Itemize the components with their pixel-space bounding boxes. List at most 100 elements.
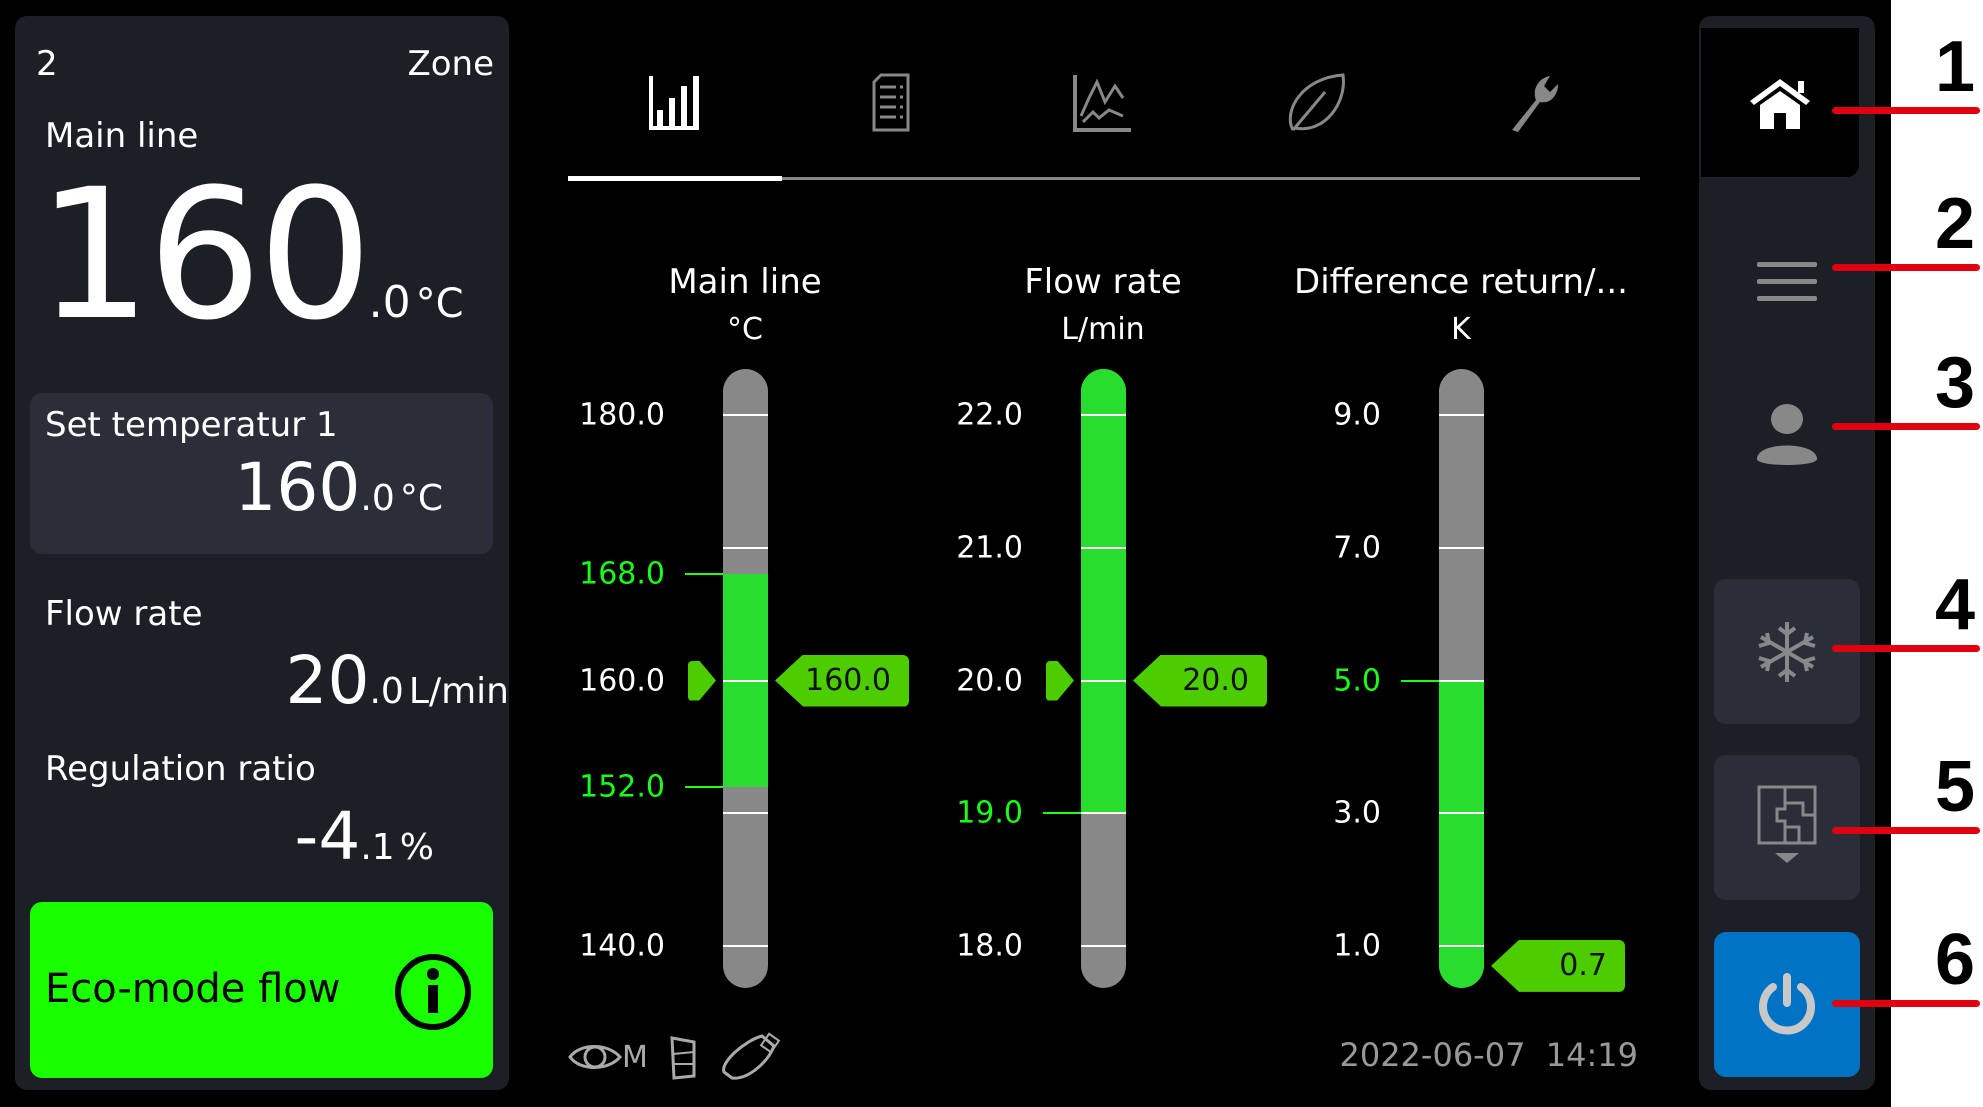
- sidebar-item-home[interactable]: [1701, 28, 1859, 177]
- callout-number: 3: [1934, 343, 1976, 423]
- callout-line: [1832, 1000, 1980, 1007]
- callout-number: 4: [1934, 565, 1976, 645]
- gauge-tick-label: 3.0: [1333, 795, 1381, 831]
- gauge-title: Main line: [668, 262, 822, 302]
- flow-diagram-button[interactable]: [1714, 755, 1860, 900]
- tab-trend[interactable]: [1067, 72, 1137, 136]
- gauge-tick-label: 1.0: [1333, 928, 1381, 964]
- gauge-tick: [723, 679, 768, 682]
- gauge-bar[interactable]: [723, 369, 768, 988]
- sidebar-item-user[interactable]: [1730, 394, 1844, 474]
- zone-number: 2: [36, 44, 58, 84]
- document-list-icon: [872, 73, 910, 132]
- status-icons: M: [568, 1032, 784, 1082]
- callout-number: 1: [1934, 27, 1976, 107]
- zone-label: Zone: [407, 44, 494, 84]
- gauge-tick: [1439, 945, 1484, 947]
- home-icon: [1750, 78, 1810, 129]
- gauge-tick-label: 5.0: [1333, 663, 1381, 698]
- set-temperature-value: 160.0 °C: [234, 449, 443, 526]
- sidebar: [1699, 16, 1875, 1090]
- callout-line: [1832, 107, 1980, 114]
- gauge-bar[interactable]: [1439, 369, 1484, 988]
- date-time: 2022-06-07 14:19: [1339, 1036, 1638, 1074]
- tab-underline: [568, 177, 1640, 180]
- gauge-tick: [1439, 414, 1484, 416]
- callout-number: 2: [1934, 184, 1976, 264]
- callout-line: [1832, 827, 1980, 834]
- limit-line: [685, 785, 723, 788]
- gauge-tick: [723, 812, 768, 815]
- gauge-tick: [1439, 812, 1484, 815]
- set-temperature-label: Set temperatur 1: [45, 405, 338, 445]
- setpoint-marker: [1046, 660, 1074, 701]
- tab-document[interactable]: [854, 72, 924, 136]
- gauge-tick: [1081, 812, 1126, 815]
- user-icon: [1757, 404, 1817, 465]
- setpoint-marker: [688, 660, 716, 701]
- gauge-tick: [723, 546, 768, 549]
- regulation-ratio-value: -4.1 %: [294, 798, 434, 875]
- gauge-tick-label: 18.0: [956, 928, 1023, 964]
- gauge-tick-label: 168.0: [579, 556, 665, 592]
- gauge-tick-label: 7.0: [1333, 530, 1381, 566]
- gauge-bar[interactable]: [1081, 369, 1126, 988]
- leaf-icon: [1288, 73, 1345, 131]
- gauge-tick: [723, 945, 768, 947]
- callout-line: [1832, 645, 1980, 652]
- current-value-badge: 20.0: [1133, 654, 1267, 707]
- limit-line: [1401, 679, 1439, 682]
- gauge-tick: [1081, 679, 1126, 682]
- gauge-unit: K: [1451, 312, 1471, 347]
- callout-line: [1832, 423, 1980, 430]
- gauge-title: Flow rate: [1024, 262, 1182, 302]
- limit-line: [685, 573, 723, 576]
- flow-rate-label: Flow rate: [45, 594, 203, 634]
- gauge-ok-band: [1081, 369, 1126, 814]
- callout-number: 6: [1934, 920, 1976, 1000]
- gauge-tick-label: 9.0: [1333, 397, 1381, 433]
- annotation-margin: [1891, 0, 1983, 1107]
- gauge-tick-label: 21.0: [956, 530, 1023, 566]
- regulation-ratio-label: Regulation ratio: [45, 749, 316, 789]
- gauge-title: Difference return/...: [1294, 262, 1628, 302]
- gauge-unit: L/min: [1061, 312, 1145, 347]
- date: 2022-06-07: [1339, 1036, 1526, 1074]
- sidebar-item-menu[interactable]: [1730, 242, 1844, 322]
- memory-card-icon: [670, 1036, 696, 1080]
- tab-service[interactable]: [1496, 72, 1566, 136]
- time: 14:19: [1545, 1036, 1638, 1074]
- wrench-icon: [1512, 76, 1558, 132]
- current-value-badge: 160.0: [775, 654, 909, 707]
- main-line-value: 160.0 °C: [37, 151, 464, 360]
- zone-panel: 2 Zone Main line 160.0 °C Set temperatur…: [15, 16, 509, 1090]
- set-temperature-field[interactable]: Set temperatur 1 160.0 °C: [30, 393, 493, 554]
- gauge-tick-label: 19.0: [956, 795, 1023, 831]
- gauge-tick-label: 20.0: [956, 663, 1023, 698]
- active-tab-indicator: [568, 176, 782, 181]
- tab-overview[interactable]: [639, 72, 709, 136]
- info-icon[interactable]: [393, 952, 473, 1032]
- flow-diagram-icon: [1757, 785, 1817, 863]
- gauge-tick: [1081, 945, 1126, 947]
- eco-mode-label: Eco-mode flow: [45, 966, 341, 1012]
- gauge-tick-label: 160.0: [579, 663, 665, 698]
- snowflake-icon: [1758, 621, 1816, 682]
- eco-mode-flow-button[interactable]: Eco-mode flow: [30, 902, 493, 1078]
- current-value-badge: 0.7: [1491, 939, 1625, 992]
- gauge-tick-label: 140.0: [579, 928, 665, 964]
- gauge-tick-label: 22.0: [956, 397, 1023, 433]
- callout-line: [1832, 264, 1980, 271]
- monitoring-indicator: M: [568, 1037, 648, 1077]
- gauge-tick: [1081, 414, 1126, 416]
- gauge-ok-band: [1439, 680, 1484, 988]
- callout-number: 5: [1934, 747, 1976, 827]
- usb-stick-icon: [722, 1032, 781, 1080]
- gauge-tick: [723, 414, 768, 416]
- main-line-label: Main line: [45, 116, 199, 156]
- eye-icon: [568, 1045, 622, 1069]
- menu-icon: [1757, 262, 1817, 301]
- gauge-tick-label: 152.0: [579, 769, 665, 805]
- limit-line: [1043, 812, 1081, 815]
- tab-eco[interactable]: [1281, 72, 1351, 136]
